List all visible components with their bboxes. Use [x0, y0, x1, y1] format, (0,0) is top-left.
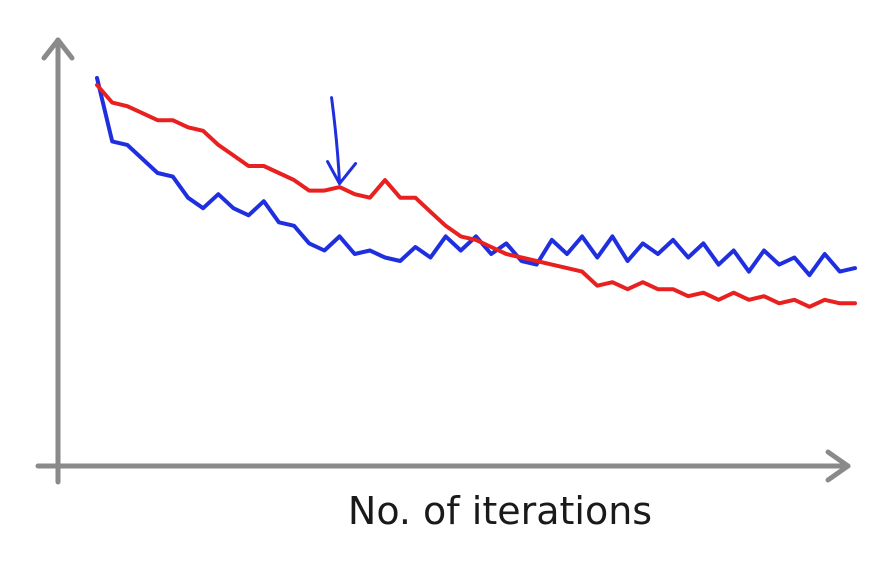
series-line-2: [95, 83, 857, 309]
series-layer: [95, 76, 857, 309]
x-axis-arrowhead: [825, 449, 851, 483]
y-axis: [41, 37, 75, 485]
x-axis-label: No. of iterations: [348, 489, 652, 533]
y-axis-arrowhead: [41, 37, 75, 61]
annotation-arrow-1: [326, 96, 358, 186]
x-axis: [35, 449, 851, 483]
series-line-1: [95, 76, 857, 278]
annotation-layer: [326, 96, 358, 186]
